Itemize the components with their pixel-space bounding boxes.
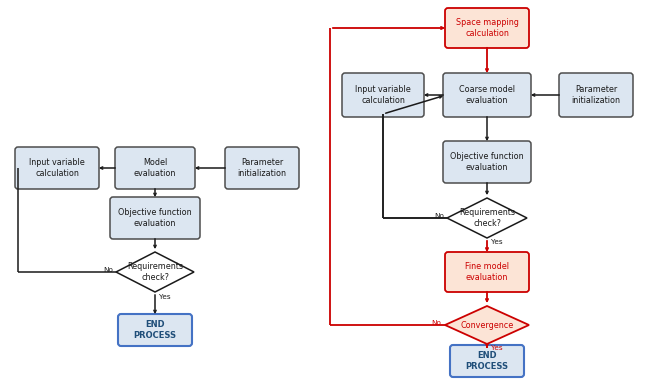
Text: No: No [103,267,113,273]
FancyBboxPatch shape [110,197,200,239]
Text: Requirements
check?: Requirements check? [127,262,183,282]
Text: Input variable
calculation: Input variable calculation [355,85,411,105]
Text: Input variable
calculation: Input variable calculation [29,158,85,178]
Text: Requirements
check?: Requirements check? [459,208,515,228]
FancyBboxPatch shape [15,147,99,189]
Text: Convergence: Convergence [460,321,513,329]
FancyBboxPatch shape [450,345,524,377]
Polygon shape [447,198,527,238]
Polygon shape [445,306,529,344]
FancyBboxPatch shape [342,73,424,117]
Text: END
PROCESS: END PROCESS [465,351,509,371]
FancyBboxPatch shape [443,73,531,117]
Text: Space mapping
calculation: Space mapping calculation [456,18,519,38]
Text: END
PROCESS: END PROCESS [134,320,177,340]
FancyBboxPatch shape [559,73,633,117]
Polygon shape [116,252,194,292]
Text: Yes: Yes [491,345,502,351]
Text: Coarse model
evaluation: Coarse model evaluation [459,85,515,105]
FancyBboxPatch shape [118,314,192,346]
Text: Parameter
initialization: Parameter initialization [572,85,620,105]
FancyBboxPatch shape [115,147,195,189]
Text: Yes: Yes [159,294,171,300]
Text: Parameter
initialization: Parameter initialization [238,158,286,178]
Text: Fine model
evaluation: Fine model evaluation [465,262,509,282]
Text: Model
evaluation: Model evaluation [134,158,176,178]
FancyBboxPatch shape [443,141,531,183]
Text: No: No [434,213,444,219]
FancyBboxPatch shape [445,252,529,292]
Text: No: No [431,320,441,326]
Text: Objective function
evaluation: Objective function evaluation [118,208,192,228]
FancyBboxPatch shape [445,8,529,48]
Text: Objective function
evaluation: Objective function evaluation [450,152,524,172]
Text: Yes: Yes [491,239,502,245]
FancyBboxPatch shape [225,147,299,189]
